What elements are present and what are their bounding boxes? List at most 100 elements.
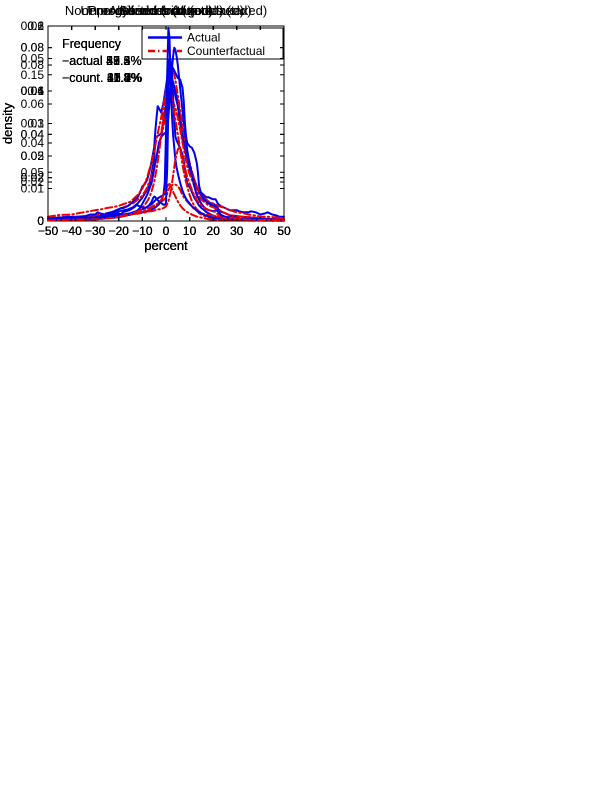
axis-title: Processed food (not taxed)	[88, 3, 244, 18]
x-tick-label: −40	[61, 224, 82, 238]
series-counterfactual-line	[47, 66, 285, 220]
y-tick-label: 0	[37, 214, 44, 228]
y-tick-label: 0.06	[21, 84, 45, 98]
annotation-line-1: −actual 47.5%	[62, 54, 142, 68]
x-tick-label: 50	[277, 224, 291, 238]
x-tick-label: 20	[207, 224, 221, 238]
chart-nonenergy-industrial-goods-taxed: −50 −40 −30 −20 −10 0 10 20 30 40 50 0 0.05 0.1 0.15 0.…	[0, 3, 291, 253]
y-tick-label: 0.1	[27, 19, 44, 33]
axis-title: All items (not taxed)	[109, 3, 224, 18]
annotation-line-2: −count. 20.7%	[62, 71, 142, 85]
y-tick-label: 0.01	[21, 182, 45, 196]
x-tick-label: −20	[109, 224, 130, 238]
x-axis-label: percent	[144, 238, 188, 253]
annotation-line-1: −actual 25.3%	[62, 54, 142, 68]
chart-all-items-not-taxed: −50 −40 −30 −20 −10 0 10 20 30 40 5000.020.040.060…	[0, 3, 291, 253]
x-tick-label: −50	[38, 224, 59, 238]
x-tick-label: −40	[61, 224, 82, 238]
y-tick-label: 0.08	[21, 41, 45, 55]
annotation-line-0: Frequency	[62, 37, 122, 51]
x-tick-label: 20	[207, 224, 221, 238]
x-tick-label: 0	[163, 224, 170, 238]
annotation-line-0: Frequency	[62, 37, 122, 51]
y-tick-label: 0.06	[21, 19, 45, 33]
y-tick-label: 0	[37, 214, 44, 228]
y-tick-label: 0.02	[21, 149, 45, 163]
y-tick-label: 0.05	[21, 149, 45, 163]
x-tick-label: −50	[38, 224, 59, 238]
x-tick-label: 50	[277, 224, 291, 238]
y-tick-label: 0.05	[21, 165, 45, 179]
x-tick-label: 30	[230, 224, 244, 238]
x-tick-label: −40	[61, 224, 82, 238]
subplot-all-items-not-taxed: −50 −40 −30 −20 −10 0 10 20 30 40 50 0 0.02 0.04 0.06 0…	[0, 0, 300, 266]
x-axis-label: percent	[144, 238, 188, 253]
x-tick-label: −10	[132, 224, 153, 238]
x-tick-label: −50	[38, 224, 59, 238]
y-axis-label: density	[0, 102, 15, 144]
x-tick-label: −30	[85, 224, 106, 238]
annotation-line-1: −actual 49.2%	[62, 54, 142, 68]
x-tick-label: 30	[230, 224, 244, 238]
y-tick-label: 0.2	[27, 19, 44, 33]
y-tick-label: 0.05	[21, 52, 45, 66]
y-tick-label: 0.03	[21, 117, 45, 131]
annotation-line-0: Frequency	[62, 37, 122, 51]
annotation-line-0: Frequency	[62, 37, 122, 51]
x-tick-label: −30	[85, 224, 106, 238]
y-tick-label: 0	[37, 214, 44, 228]
x-tick-label: −20	[109, 224, 130, 238]
x-tick-label: 20	[207, 224, 221, 238]
x-axis-label: percent	[144, 238, 188, 253]
x-axis-label: percent	[144, 238, 188, 253]
y-tick-label: 0.15	[21, 68, 45, 82]
x-tick-label: −50	[38, 224, 59, 238]
x-tick-label: 10	[183, 224, 197, 238]
x-tick-label: 50	[277, 224, 291, 238]
x-tick-label: 10	[183, 224, 197, 238]
axis-title: Unprocessed food (not taxed)	[80, 3, 251, 18]
y-tick-label: 0.02	[21, 171, 45, 185]
x-tick-label: 20	[207, 224, 221, 238]
x-tick-label: 10	[183, 224, 197, 238]
annotation-line-2: −count. 33.4%	[62, 71, 142, 85]
x-tick-label: −40	[61, 224, 82, 238]
x-tick-label: 10	[183, 224, 197, 238]
x-tick-label: −50	[38, 224, 59, 238]
axis-title: All items (taxed)	[119, 3, 212, 18]
x-tick-label: 0	[163, 224, 170, 238]
y-tick-label: 0.1	[27, 84, 44, 98]
axis-title: Services (taxed)	[119, 3, 213, 18]
x-tick-label: −30	[85, 224, 106, 238]
axis-title: Nonenergy industrial goods (taxed)	[65, 3, 267, 18]
x-tick-label: 0	[163, 224, 170, 238]
y-tick-label: 0.04	[21, 84, 45, 98]
annotation-line-0: Frequency	[62, 37, 122, 51]
x-tick-label: −10	[132, 224, 153, 238]
chart-services-taxed: −50 −40 −30 −20 −10 0 10 20 30 40 5000.010.020.030…	[0, 3, 291, 253]
y-axis-label: density	[0, 102, 15, 144]
x-tick-label: −30	[85, 224, 106, 238]
x-tick-label: 40	[254, 224, 268, 238]
x-tick-label: −20	[109, 224, 130, 238]
x-tick-label: 40	[254, 224, 268, 238]
x-tick-label: 20	[207, 224, 221, 238]
subplot-services-taxed: −50 −40 −30 −20 −10 0 10 20 30 40 50 0 0.01 0.02 0.03 0…	[0, 0, 300, 266]
x-tick-label: 30	[230, 224, 244, 238]
x-tick-label: −20	[109, 224, 130, 238]
x-tick-label: −10	[132, 224, 153, 238]
x-tick-label: 0	[163, 224, 170, 238]
annotation-line-1: −actual 59.5%	[62, 54, 142, 68]
subplot-nonenergy-industrial-goods-taxed: −50 −40 −30 −20 −10 0 10 20 30 40 50 0 0.05 0.1 0.15 0.…	[0, 0, 300, 266]
annotation-line-1: −actual 41.4%	[62, 54, 142, 68]
annotation-line-0: Frequency	[62, 37, 122, 51]
annotation-line-1: −actual 38.5%	[62, 54, 142, 68]
annotation-line-2: −count. 17.9%	[62, 71, 142, 85]
y-tick-label: 0.1	[27, 117, 44, 131]
x-tick-label: 30	[230, 224, 244, 238]
x-tick-label: −10	[132, 224, 153, 238]
x-tick-label: 40	[254, 224, 268, 238]
x-tick-label: −20	[109, 224, 130, 238]
x-tick-label: 40	[254, 224, 268, 238]
